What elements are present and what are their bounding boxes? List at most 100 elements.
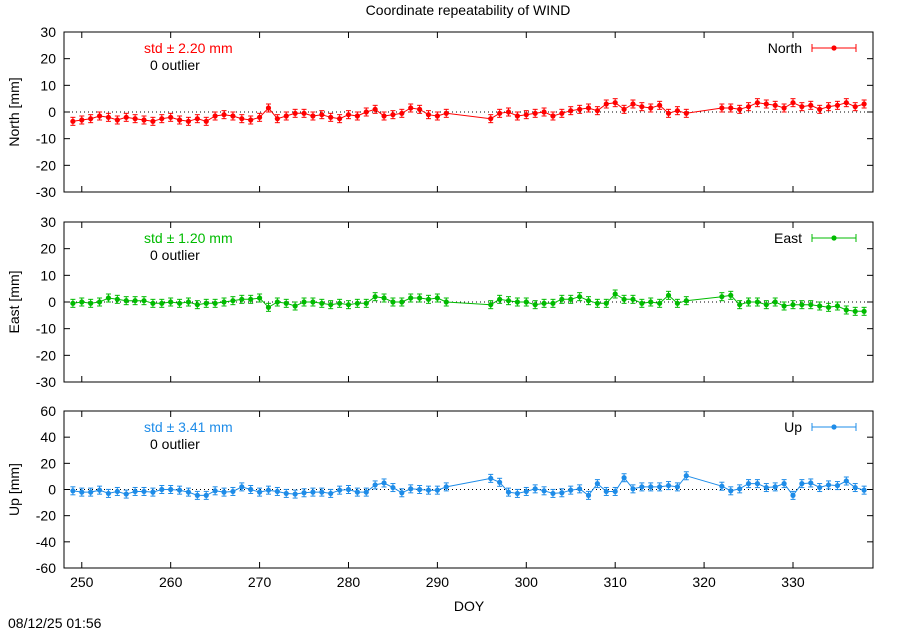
east-data-point	[114, 296, 120, 302]
up-data-point	[621, 475, 627, 481]
up-data-point	[523, 488, 529, 495]
east-data-point	[559, 296, 565, 302]
east-data-point	[310, 299, 316, 305]
up-panel: 60 40 20 0 -20 -40 -60 Up [mm] std ± 3.41 mm0 ou…	[6, 403, 874, 576]
up-data-point	[363, 489, 369, 495]
east-data-point	[363, 300, 369, 306]
up-data-point	[185, 489, 192, 495]
north-data-point	[105, 114, 112, 120]
north-panel: 30 20 10 0 -10 -20 -30 North [mm] std ± 2.20 mm0…	[6, 24, 874, 200]
x-tick-label: 280	[337, 574, 361, 590]
up-data-point	[408, 486, 414, 492]
up-data-point	[345, 486, 352, 493]
east-data-point	[630, 296, 636, 302]
east-data-point	[532, 302, 538, 308]
north-data-point	[861, 101, 867, 107]
east-data-point	[568, 296, 574, 302]
north-data-point	[825, 104, 832, 110]
east-data-point	[123, 298, 129, 304]
north-data-point	[132, 116, 138, 122]
up-data-point	[221, 489, 227, 495]
north-data-point	[443, 110, 449, 116]
east-legend-marker	[831, 235, 837, 241]
north-data-point	[754, 100, 761, 106]
up-data-point	[168, 486, 174, 493]
up-data-point	[283, 490, 289, 497]
up-data-point	[114, 488, 120, 495]
x-axis: 250 260 270 280 290 300 310 320 330	[70, 574, 805, 590]
up-data-point	[301, 490, 307, 496]
up-data-point	[372, 482, 378, 488]
north-data-point	[808, 102, 814, 108]
east-legend-label: East	[774, 230, 802, 246]
north-data-point	[417, 106, 423, 112]
up-data-point	[532, 486, 538, 492]
up-y-tick-label: -60	[36, 560, 56, 576]
east-data-point	[728, 292, 734, 298]
east-data-point	[185, 299, 192, 305]
east-data-point	[648, 299, 654, 305]
x-axis-label: DOY	[454, 598, 485, 614]
north-data-point	[363, 109, 369, 115]
north-data-point	[283, 113, 289, 119]
north-y-tick-label: 10	[40, 77, 56, 93]
x-tick-label: 270	[248, 574, 272, 590]
north-data-point	[559, 110, 565, 116]
north-data-point	[399, 110, 405, 116]
east-data-point	[176, 300, 183, 306]
north-y-tick-label: 20	[40, 51, 56, 67]
north-data-point	[230, 113, 236, 119]
north-legend-label: North	[768, 40, 802, 56]
north-data-point	[239, 116, 245, 122]
up-data-point	[799, 481, 805, 487]
north-data-point	[550, 113, 556, 119]
east-data-point	[657, 300, 663, 306]
up-data-point	[754, 481, 761, 487]
north-data-point	[781, 105, 787, 111]
up-data-point	[630, 486, 636, 492]
up-data-point	[603, 488, 609, 495]
east-data-point	[221, 299, 227, 305]
up-data-point	[88, 489, 94, 495]
x-tick-label: 260	[159, 574, 183, 590]
east-data-point	[168, 299, 174, 305]
north-data-point	[381, 113, 387, 119]
east-data-point	[283, 300, 289, 306]
east-data-point	[745, 299, 752, 305]
east-data-point	[265, 304, 272, 310]
up-std-text: std ± 3.41 mm	[144, 419, 233, 435]
east-data-point	[719, 294, 725, 300]
north-data-point	[683, 110, 689, 116]
up-outlier-text: 0 outlier	[150, 436, 200, 452]
up-data-point	[381, 480, 387, 486]
east-data-point	[248, 296, 254, 302]
north-data-point	[834, 102, 841, 108]
east-data-point	[550, 300, 556, 306]
north-data-point	[79, 117, 85, 123]
east-data-point	[737, 302, 743, 308]
north-data-point	[114, 117, 120, 123]
north-data-point	[248, 117, 254, 123]
up-data-point	[541, 488, 547, 494]
up-data-point	[639, 484, 645, 490]
east-data-point	[683, 298, 689, 304]
north-data-point	[648, 105, 654, 111]
up-data-point	[852, 484, 858, 491]
east-std-text: std ± 1.20 mm	[144, 230, 233, 246]
north-data-point	[301, 110, 307, 116]
up-data-point	[354, 489, 360, 495]
up-y-tick-label: 40	[40, 429, 56, 445]
north-data-point	[737, 106, 743, 112]
east-data-point	[799, 302, 805, 308]
north-data-point	[221, 112, 227, 118]
east-data-point	[354, 300, 360, 306]
x-tick-label: 290	[426, 574, 450, 590]
east-data-point	[577, 294, 583, 300]
north-data-point	[425, 112, 432, 118]
east-data-point	[79, 299, 85, 305]
north-data-point	[354, 113, 360, 119]
east-data-point	[336, 300, 343, 306]
north-data-point	[630, 101, 636, 107]
up-data-point	[763, 484, 769, 491]
